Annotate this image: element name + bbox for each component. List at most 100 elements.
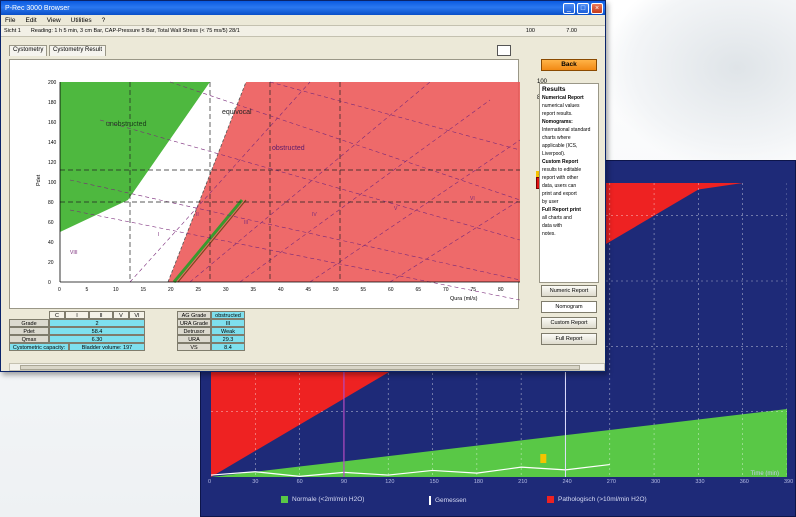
back-x-tick-label: 180 <box>473 479 484 485</box>
annotation-v: V <box>394 206 398 212</box>
menu-edit[interactable]: Edit <box>25 16 37 24</box>
boundary-line <box>167 81 247 283</box>
x-tick-label: 55 <box>361 287 367 293</box>
x-tick-label: 30 <box>223 287 229 293</box>
x-tick-label: 20 <box>168 287 174 293</box>
results-line: notes. <box>542 231 556 237</box>
x-tick-label: 60 <box>388 287 394 293</box>
y-tick-label: 200 <box>48 80 57 86</box>
nomogram-button[interactable]: Nomogram <box>541 301 597 313</box>
param-label: Detrusor <box>177 327 211 335</box>
back-x-tick-label: 270 <box>606 479 616 485</box>
results-line: Nomograms: <box>542 119 573 125</box>
series-measured <box>211 463 610 477</box>
table-row-value: 58.4 <box>49 327 145 335</box>
param-label: URA Grade <box>177 319 211 327</box>
back-x-tick-label: 120 <box>385 479 395 485</box>
iso-lines <box>69 81 520 301</box>
nomogram-plot-panel: 0 20 40 60 80 100 120 140 160 180 200 0 5 10 15 20 25 30… <box>9 59 520 309</box>
results-line: print and export <box>542 191 577 197</box>
x-tick-label: 40 <box>278 287 284 293</box>
annotation-ii: II <box>196 212 199 218</box>
x-tick-label: 70 <box>443 287 449 293</box>
prec-browser-window: P-Rec 3000 Browser _ □ × File Edit View … <box>0 0 606 372</box>
x-tick-label: 75 <box>471 287 477 293</box>
capacity-field: Cystometric capacity: 350 <box>9 343 69 351</box>
legend-normal-swatch <box>281 496 288 503</box>
table-row-label: Pdet <box>9 327 49 335</box>
measured-curve <box>172 199 244 283</box>
y-tick-label: 140 <box>48 140 57 146</box>
results-line: results to editable <box>542 167 582 173</box>
y-axis-title: Pdet <box>36 174 42 186</box>
table-row-value: 2 <box>49 319 145 327</box>
table-header: II <box>89 311 113 319</box>
horizontal-scrollbar[interactable] <box>9 363 605 371</box>
table-header: V <box>113 311 129 319</box>
back-x-tick-label: 390 <box>784 479 794 485</box>
region-equivocal <box>128 82 246 235</box>
close-button[interactable]: × <box>591 2 603 14</box>
menu-view[interactable]: View <box>46 16 61 24</box>
results-line: data, users can <box>542 183 577 189</box>
info-left: Sicht 1 <box>4 28 21 34</box>
results-line: data with <box>542 223 563 229</box>
param-label: AG Grade <box>177 311 211 319</box>
scrollbar-thumb[interactable] <box>20 365 580 370</box>
y-tick-label: 100 <box>48 180 57 186</box>
param-value: obstructed <box>211 311 245 319</box>
numeric-report-button[interactable]: Numeric Report <box>541 285 597 297</box>
menu-bar: File Edit View Utilities ? <box>1 15 605 26</box>
results-line: numerical values <box>542 103 580 109</box>
tab-cystometry[interactable]: Cystometry <box>9 45 48 56</box>
back-x-tick-label: 60 <box>296 479 303 485</box>
background-photo <box>600 0 796 170</box>
info-middle: Reading: 1 h 5 min, 3 cm Bar, CAP-Pressu… <box>30 28 240 34</box>
legend-pathologic-swatch <box>547 496 554 503</box>
annotation-i: I <box>158 232 159 238</box>
results-line: charts where <box>542 135 571 141</box>
results-text: Numerical Report numerical values report r… <box>542 94 596 238</box>
param-value: Weak <box>211 327 245 335</box>
x-tick-label: 45 <box>306 287 312 293</box>
menu-utilities[interactable]: Utilities <box>70 16 92 24</box>
results-line: Full Report print <box>542 207 581 213</box>
x-tick-label: 10 <box>113 287 119 293</box>
maximize-button[interactable]: □ <box>577 2 589 14</box>
y-tick-label: 60 <box>48 220 54 226</box>
y-tick-label: 20 <box>48 260 54 266</box>
label-obstructed: obstructed <box>272 145 305 152</box>
tab-bar: Cystometry Cystometry Result <box>1 37 521 59</box>
custom-report-button[interactable]: Custom Report <box>541 317 597 329</box>
menu-file[interactable]: File <box>5 16 16 24</box>
menu-help[interactable]: ? <box>101 16 106 24</box>
results-line: Numerical Report <box>542 95 584 101</box>
annotation-vi: VI <box>470 196 475 202</box>
area-normal <box>211 409 787 477</box>
back-x-tick-label: 330 <box>695 479 705 485</box>
tab-cystometry-result[interactable]: Cystometry Result <box>49 45 107 56</box>
x-tick-label: 80 <box>498 287 504 293</box>
back-button[interactable]: Back <box>541 59 597 71</box>
view-toggle-button[interactable] <box>497 45 511 56</box>
results-line: Liverpool). <box>542 151 566 157</box>
x-tick-label: 50 <box>333 287 339 293</box>
legend-measured: Gemessen <box>429 496 466 505</box>
results-line: all charts and <box>542 215 572 221</box>
legend-measured-swatch <box>429 496 431 505</box>
param-value: III <box>211 319 245 327</box>
full-report-button[interactable]: Full Report <box>541 333 597 345</box>
table-header: I <box>65 311 89 319</box>
info-right-2: 7.00 <box>566 28 577 34</box>
x-tick-label: 0 <box>58 287 61 293</box>
x-tick-label: 35 <box>251 287 257 293</box>
results-panel: Results Numerical Report numerical values… <box>539 83 599 283</box>
y-tick-label: 160 <box>48 120 57 126</box>
param-value: 29.3 <box>211 335 245 343</box>
results-line: report results. <box>542 111 573 117</box>
results-line: by user <box>542 199 559 205</box>
results-line: report with other <box>542 175 579 181</box>
x-tick-label: 15 <box>141 287 147 293</box>
title-bar[interactable]: P-Rec 3000 Browser _ □ × <box>1 1 605 15</box>
minimize-button[interactable]: _ <box>563 2 575 14</box>
